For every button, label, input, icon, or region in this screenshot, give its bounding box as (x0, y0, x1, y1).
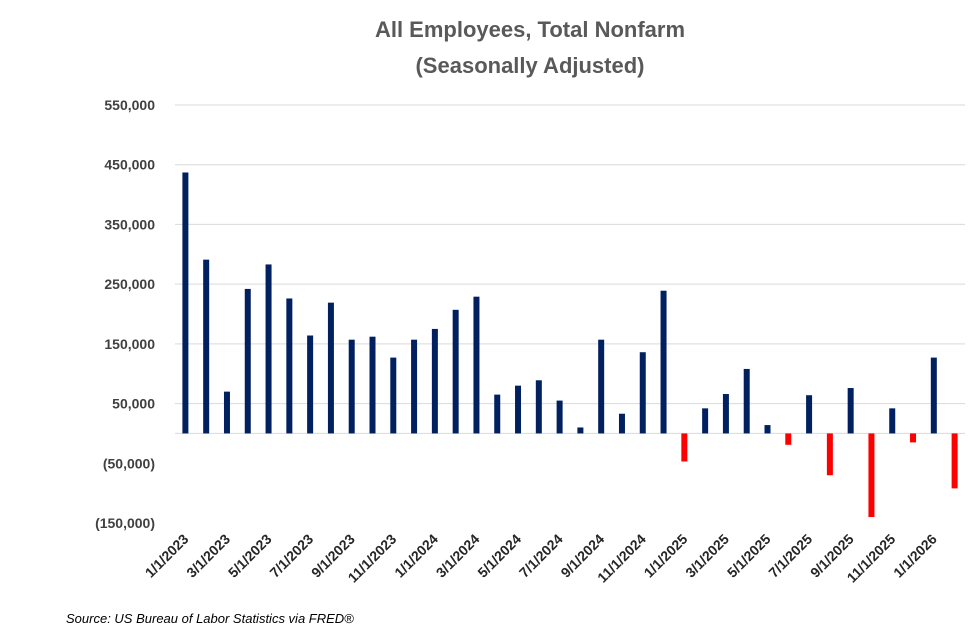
bar-2024-05 (515, 385, 522, 434)
x-tick-label: 5/1/2025 (724, 531, 774, 581)
bar-2025-01 (681, 433, 688, 462)
bar-2023-07 (307, 335, 314, 434)
x-tick-label: 1/1/2025 (641, 531, 691, 581)
source-note: Source: US Bureau of Labor Statistics vi… (66, 611, 354, 626)
bar-2024-04 (494, 394, 501, 434)
bar-2023-10 (369, 336, 376, 434)
x-tick-label: 3/1/2023 (183, 531, 233, 581)
y-tick-label: 350,000 (104, 216, 155, 232)
bar-2023-06 (286, 298, 293, 434)
y-tick-label: 450,000 (104, 157, 155, 173)
bar-2024-08 (577, 427, 584, 434)
bar-2025-03 (722, 394, 729, 434)
bar-2024-12 (660, 290, 667, 434)
bar-2025-09 (847, 388, 854, 434)
bar-2023-09 (348, 339, 355, 434)
x-tick-label: 3/1/2025 (682, 531, 732, 581)
x-tick-label: 3/1/2024 (433, 531, 483, 581)
bar-2025-05 (764, 425, 771, 434)
y-tick-label: 250,000 (104, 276, 155, 292)
bar-2024-01 (431, 328, 438, 434)
bar-2023-01 (182, 172, 189, 434)
x-axis-tick-labels: 1/1/20233/1/20235/1/20237/1/20239/1/2023… (142, 531, 940, 586)
bar-2025-07 (806, 395, 813, 434)
y-tick-label: 550,000 (104, 97, 155, 113)
bars (182, 172, 958, 518)
x-tick-label: 5/1/2023 (225, 531, 275, 581)
bar-2024-03 (473, 296, 480, 434)
gridlines (175, 104, 965, 434)
x-tick-label: 1/1/2026 (890, 531, 940, 581)
y-tick-label: (50,000) (103, 455, 155, 471)
y-tick-label: 150,000 (104, 336, 155, 352)
chart-title-line-1: All Employees, Total Nonfarm (375, 17, 685, 42)
bar-2026-02 (951, 433, 958, 489)
bar-2024-09 (598, 339, 605, 434)
bar-2023-02 (203, 259, 210, 434)
bar-2025-08 (826, 433, 833, 476)
x-tick-label: 7/1/2023 (266, 531, 316, 581)
bar-2023-12 (411, 339, 418, 434)
bar-2023-05 (265, 264, 272, 434)
x-tick-label: 1/1/2024 (391, 531, 441, 581)
bar-2025-12 (910, 433, 917, 443)
bar-2024-10 (618, 413, 625, 434)
bar-2025-02 (702, 408, 709, 434)
bar-2025-04 (743, 368, 750, 434)
bar-2024-11 (639, 352, 646, 434)
y-tick-label: (150,000) (95, 515, 155, 531)
bar-2023-08 (327, 302, 334, 434)
bar-2025-11 (889, 408, 896, 434)
bar-2023-04 (244, 288, 251, 434)
bar-2023-03 (223, 391, 230, 434)
bar-2023-11 (390, 357, 397, 434)
bar-2025-06 (785, 433, 792, 445)
bar-2024-07 (556, 400, 563, 434)
x-tick-label: 5/1/2024 (474, 531, 524, 581)
bar-2024-02 (452, 309, 459, 434)
bar-2026-01 (930, 357, 937, 434)
chart-title-line-2: (Seasonally Adjusted) (415, 53, 644, 78)
bar-2025-10 (868, 433, 875, 518)
y-axis-tick-labels: 550,000 450,000 350,000 250,000 150,000 50,00… (95, 97, 155, 531)
x-tick-label: 1/1/2023 (142, 531, 192, 581)
bar-2024-06 (535, 380, 542, 434)
y-tick-label: 50,000 (112, 396, 155, 412)
x-tick-label: 7/1/2024 (516, 531, 566, 581)
x-tick-label: 7/1/2025 (765, 531, 815, 581)
